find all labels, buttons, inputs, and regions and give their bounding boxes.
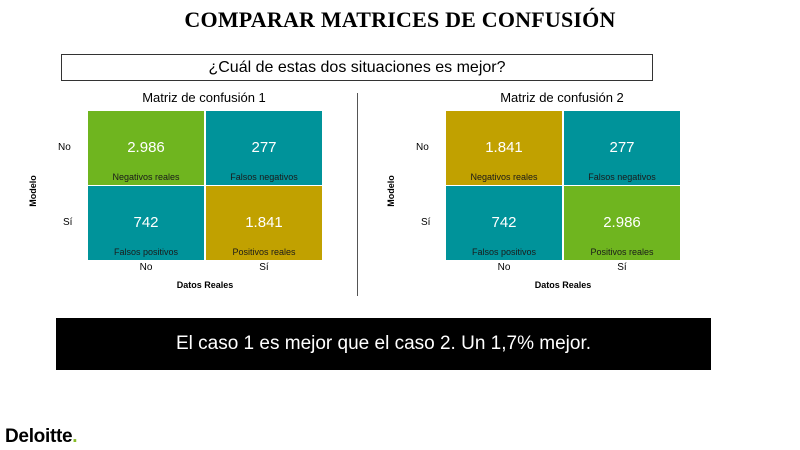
cell-true-negatives: 1.841 Negativos reales	[446, 111, 562, 185]
logo-dot: .	[72, 426, 78, 447]
deloitte-logo: Deloitte.	[5, 426, 78, 448]
row-label-no: No	[58, 142, 71, 153]
cell-false-negatives: 277 Falsos negativos	[206, 111, 322, 185]
cell-label: Positivos reales	[232, 247, 296, 257]
cell-value: 1.841	[245, 214, 283, 231]
cell-label: Positivos reales	[590, 247, 654, 257]
cell-value: 742	[491, 214, 517, 231]
page-title: COMPARAR MATRICES DE CONFUSIÓN	[184, 7, 616, 32]
cell-label: Falsos negativos	[588, 172, 656, 182]
cell-false-negatives: 277 Falsos negativos	[564, 111, 680, 185]
cell-true-positives: 1.841 Positivos reales	[206, 186, 322, 260]
cell-value: 277	[251, 139, 277, 156]
matrix-title: Matriz de confusión 2	[500, 90, 624, 105]
row-label-si: Sí	[63, 217, 73, 228]
cell-value: 1.841	[485, 139, 523, 156]
divider	[357, 93, 358, 296]
cell-label: Falsos negativos	[230, 172, 298, 182]
cell-value: 277	[609, 139, 635, 156]
y-axis-label: Modelo	[385, 175, 396, 207]
col-label-no: No	[139, 262, 153, 273]
cell-label: Falsos positivos	[113, 247, 179, 257]
row-label-no: No	[416, 142, 429, 153]
logo-text: Deloitte	[5, 426, 73, 447]
row-label-si: Sí	[421, 217, 431, 228]
col-label-si: Sí	[617, 262, 627, 273]
y-axis-label: Modelo	[27, 175, 38, 207]
question-box: ¿Cuál de estas dos situaciones es mejor?	[61, 54, 653, 81]
cell-label: Negativos reales	[112, 172, 180, 182]
cell-label: Falsos positivos	[471, 247, 537, 257]
cell-false-positives: 742 Falsos positivos	[88, 186, 204, 260]
cell-false-positives: 742 Falsos positivos	[446, 186, 562, 260]
matrix-title: Matriz de confusión 1	[142, 90, 266, 105]
x-axis-label: Datos Reales	[534, 280, 592, 290]
col-label-si: Sí	[259, 262, 269, 273]
confusion-matrix-2: Matriz de confusión 2 Modelo No Sí 1.841…	[358, 90, 680, 295]
conclusion-banner: El caso 1 es mejor que el caso 2. Un 1,7…	[56, 318, 711, 370]
cell-value: 742	[133, 214, 159, 231]
x-axis-label: Datos Reales	[176, 280, 234, 290]
cell-value: 2.986	[127, 139, 165, 156]
cell-value: 2.986	[603, 214, 641, 231]
confusion-matrix-1: Matriz de confusión 1 Modelo No Sí 2.986…	[0, 90, 322, 295]
cell-true-positives: 2.986 Positivos reales	[564, 186, 680, 260]
cell-label: Negativos reales	[470, 172, 538, 182]
col-label-no: No	[497, 262, 511, 273]
cell-true-negatives: 2.986 Negativos reales	[88, 111, 204, 185]
